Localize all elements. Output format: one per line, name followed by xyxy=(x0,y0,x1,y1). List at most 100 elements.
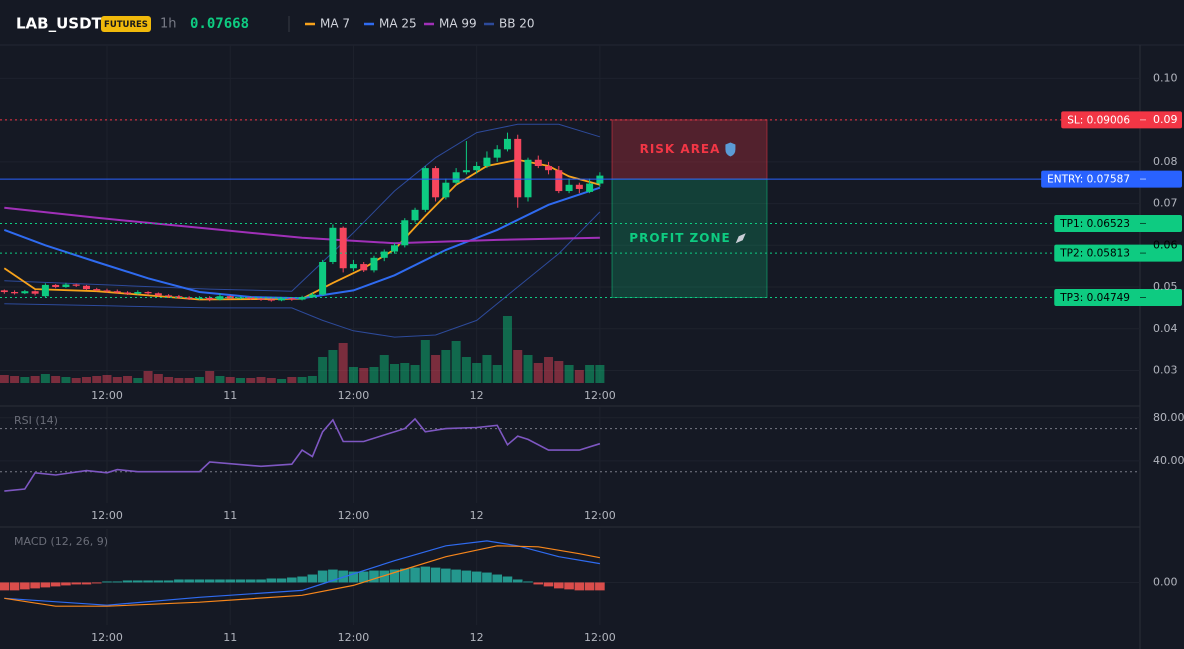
candle-body xyxy=(432,168,440,198)
volume-bar xyxy=(307,376,317,383)
level-label: SL: 0.09006 xyxy=(1067,114,1130,126)
legend: MA 7 MA 25 MA 99 BB 20 xyxy=(305,17,535,31)
y-tick-label: 0.07 xyxy=(1153,197,1178,210)
histogram-bar xyxy=(30,582,40,589)
candle-body xyxy=(462,170,470,173)
histogram-bar xyxy=(461,570,472,583)
histogram-bar xyxy=(81,582,92,585)
macd-line xyxy=(4,540,600,606)
x-tick-label: 12:00 xyxy=(584,631,616,644)
x-tick-label: 11 xyxy=(223,509,237,522)
candle-body xyxy=(11,292,19,294)
candle-body xyxy=(411,209,419,221)
candle-body xyxy=(31,291,39,294)
histogram-bar xyxy=(276,578,287,583)
volume-bar xyxy=(235,378,245,383)
candle-body xyxy=(267,299,275,301)
histogram-bar xyxy=(266,578,277,583)
histogram-bar xyxy=(61,582,71,586)
volume-bar xyxy=(441,350,451,383)
pane-title: RSI (14) xyxy=(14,414,58,427)
zone-label: RISK AREA xyxy=(640,142,721,156)
histogram-bar xyxy=(112,581,123,583)
volume-bar xyxy=(502,316,512,383)
volume-bar xyxy=(246,378,256,383)
candle-body xyxy=(308,294,316,298)
volume-bar xyxy=(564,365,574,383)
x-tick-label: 11 xyxy=(223,389,237,402)
level-label: TP1: 0.06523 xyxy=(1059,218,1130,230)
volume-bar xyxy=(523,355,533,383)
volume-bar xyxy=(287,377,297,383)
histogram-bar xyxy=(40,582,51,588)
histogram-bar xyxy=(328,569,338,583)
volume-bar xyxy=(472,363,482,383)
volume-bar xyxy=(369,367,379,383)
volume-bar xyxy=(461,357,471,383)
candle-body xyxy=(247,297,255,299)
histogram-bar xyxy=(564,582,574,590)
candle-body xyxy=(370,257,378,271)
candle-body xyxy=(113,291,121,293)
x-tick-label: 12:00 xyxy=(91,631,123,644)
histogram-bar xyxy=(0,582,10,591)
histogram-bar xyxy=(287,577,297,583)
last-price: 0.07668 xyxy=(190,16,249,32)
x-tick-label: 12 xyxy=(470,509,484,522)
histogram-bar xyxy=(523,581,533,583)
histogram-bar xyxy=(430,567,441,583)
badge: FUTURES xyxy=(104,20,148,30)
histogram-bar xyxy=(492,574,502,583)
volume-bar xyxy=(574,370,584,383)
candle-body xyxy=(62,284,70,288)
histogram-bar xyxy=(102,581,112,583)
volume-bar xyxy=(513,350,523,383)
level-label: ENTRY: 0.07587 xyxy=(1047,174,1130,186)
y-tick-label: 0.08 xyxy=(1153,155,1178,168)
histogram-bar xyxy=(153,580,164,583)
candle-body xyxy=(52,284,60,288)
candle-body xyxy=(545,166,553,171)
candle-body xyxy=(452,172,460,183)
histogram-bar xyxy=(512,579,523,583)
candle-body xyxy=(349,264,357,269)
volume-bar xyxy=(61,377,71,383)
histogram-bar xyxy=(358,571,369,583)
candle-body xyxy=(82,285,90,290)
volume-bar xyxy=(40,374,50,383)
histogram-bar xyxy=(235,579,246,583)
level-box xyxy=(1061,111,1182,129)
symbol: LAB_USDT xyxy=(16,15,103,33)
candle-body xyxy=(442,182,450,198)
histogram-bar xyxy=(441,568,451,583)
x-tick-label: 12 xyxy=(470,631,484,644)
volume-bar xyxy=(102,375,112,383)
volume-bar xyxy=(533,363,543,383)
histogram-bar xyxy=(595,582,605,591)
candle-body xyxy=(329,227,337,262)
volume-bar xyxy=(133,378,143,383)
histogram-bar xyxy=(554,582,564,589)
volume-bar xyxy=(379,355,389,383)
candle-body xyxy=(421,168,429,210)
level-box xyxy=(1041,170,1182,188)
level-box xyxy=(1054,244,1182,262)
legend-label: MA 7 xyxy=(320,17,350,31)
candle-body xyxy=(216,296,224,300)
volume-bar xyxy=(194,377,204,383)
volume-bar xyxy=(174,378,184,383)
zone xyxy=(611,119,768,180)
candle-body xyxy=(555,170,563,192)
histogram-bar xyxy=(317,570,328,583)
ma-line xyxy=(4,206,600,245)
candle-body xyxy=(185,297,193,299)
histogram-bar xyxy=(369,570,379,583)
volume-bar xyxy=(0,375,9,383)
volume-bar xyxy=(71,378,81,383)
y-tick-label: 0.03 xyxy=(1153,363,1178,376)
histogram-bar xyxy=(71,582,81,585)
candle-body xyxy=(575,184,583,189)
volume-bar xyxy=(51,376,61,383)
candle-body xyxy=(124,292,132,294)
